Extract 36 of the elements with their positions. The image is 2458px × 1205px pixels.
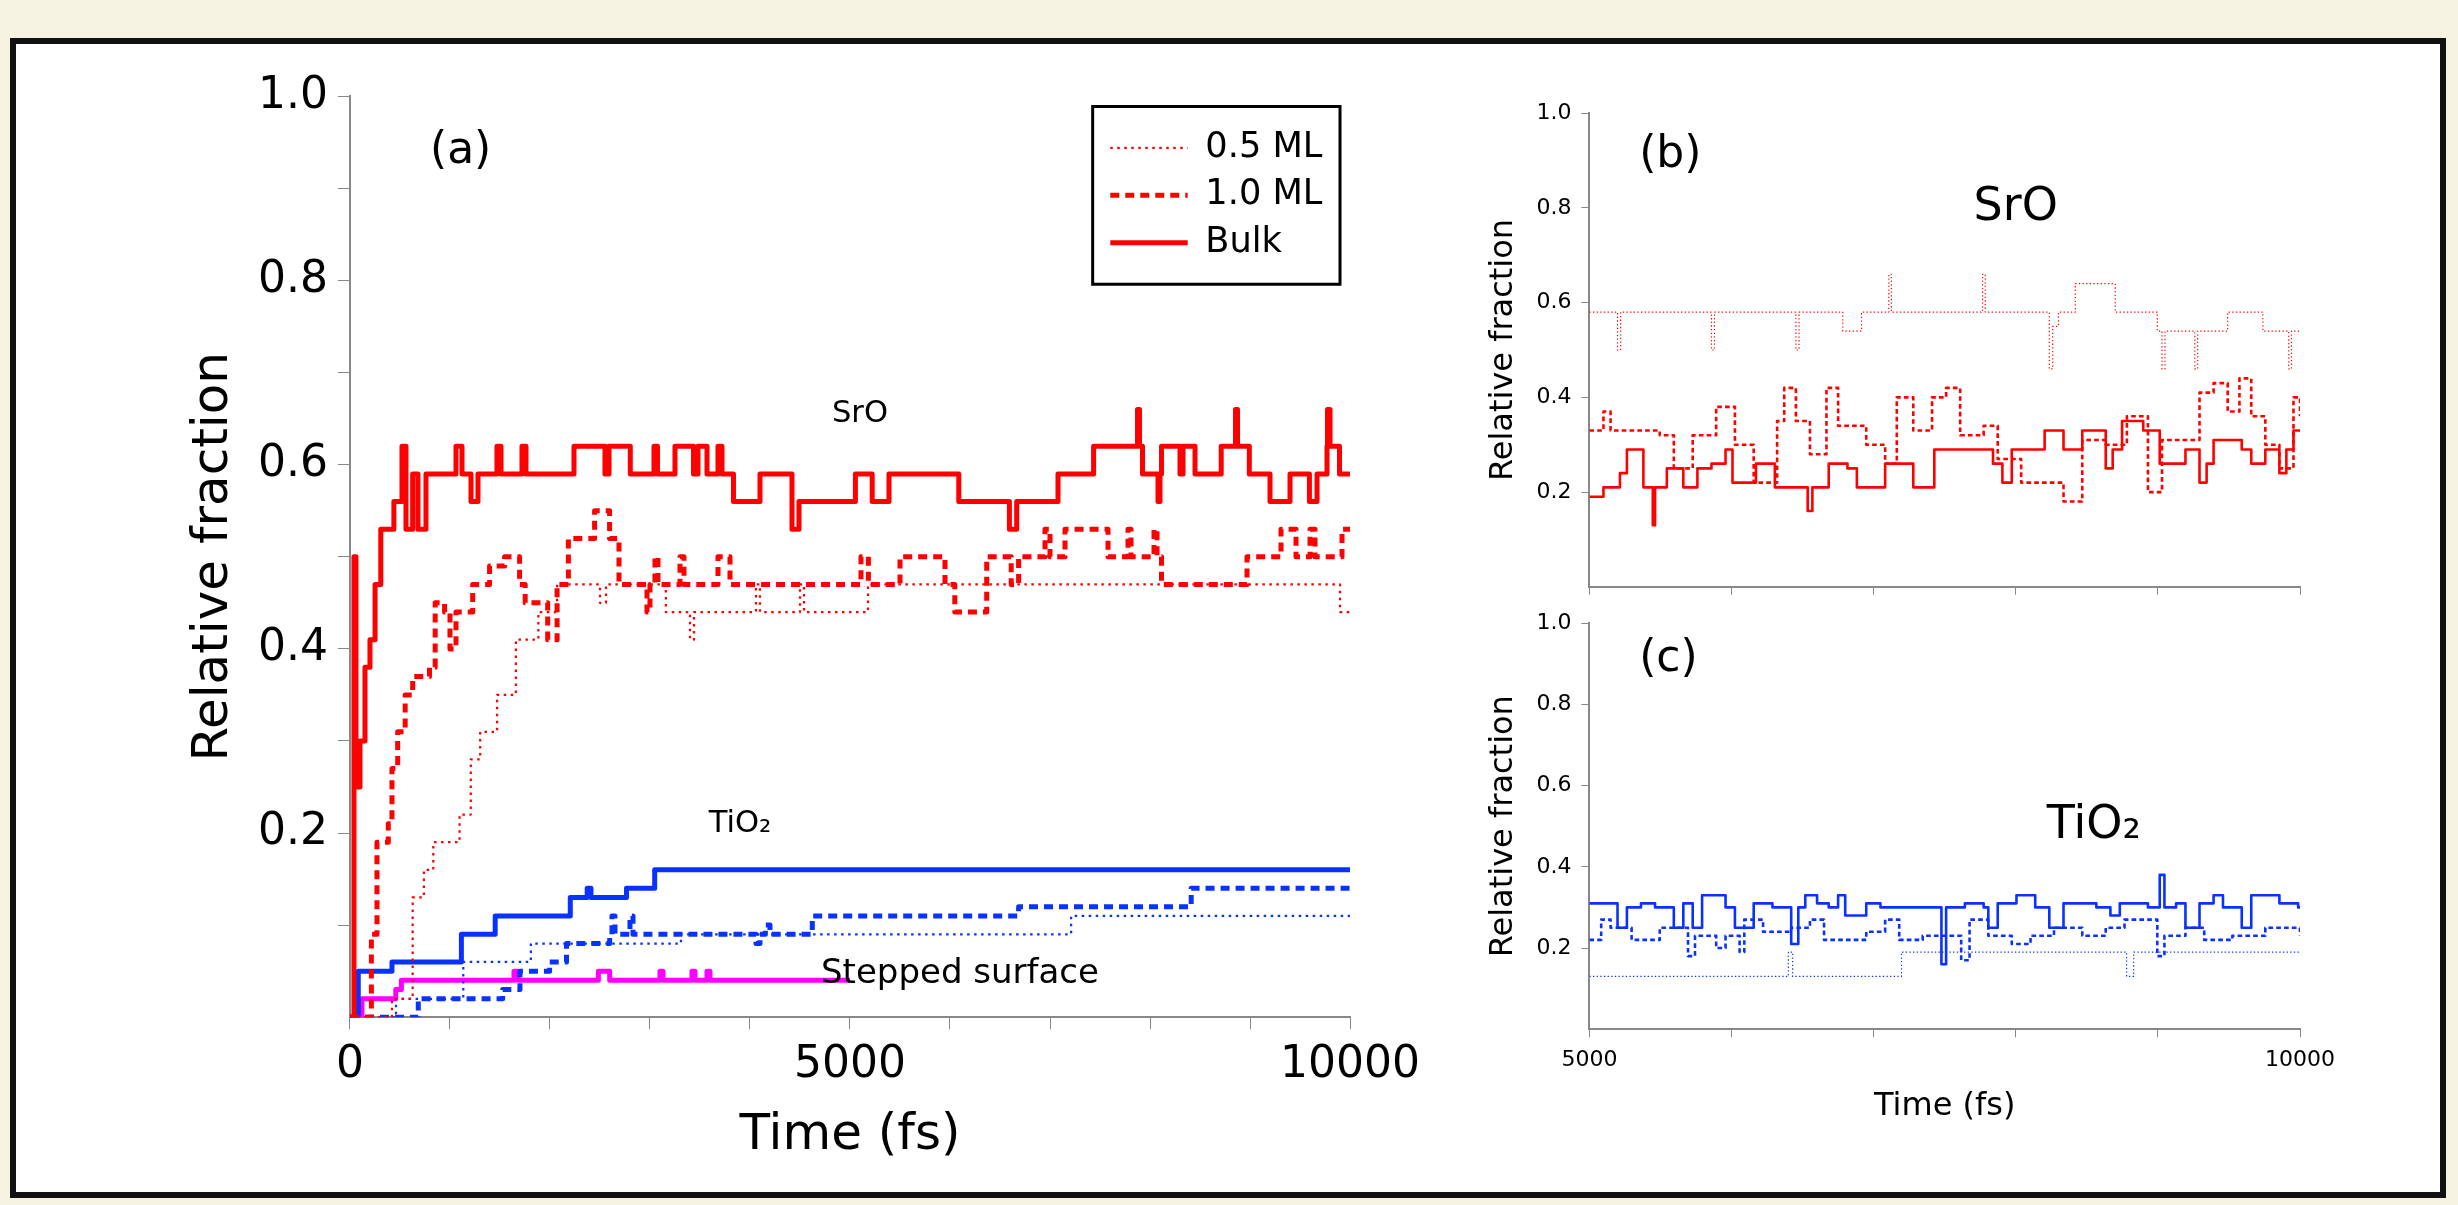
- x-tick-label: 5000: [1561, 1046, 1618, 1072]
- annotation: TiO₂: [2045, 795, 2141, 850]
- y-tick-label: 0.6: [1536, 771, 1572, 797]
- legend-label: 0.5 ML: [1205, 123, 1323, 165]
- y-tick-label: 0.4: [1536, 383, 1572, 409]
- y-tick-label: 0.2: [257, 803, 328, 855]
- legend-label: 1.0 ML: [1205, 171, 1323, 213]
- y-tick-label: 0.4: [257, 619, 328, 671]
- legend-label: Bulk: [1205, 218, 1283, 260]
- annotation: (b): [1639, 126, 1702, 178]
- y-tick-label: 0.8: [1536, 193, 1572, 219]
- y-tick-label: 0.4: [1536, 852, 1572, 878]
- y-axis-title: Relative fraction: [1481, 695, 1520, 958]
- y-tick-label: 1.0: [1536, 98, 1572, 124]
- x-tick-label: 0: [335, 1036, 364, 1088]
- y-tick-label: 0.2: [1536, 933, 1572, 959]
- y-tick-label: 0.8: [1536, 690, 1572, 716]
- y-tick-label: 0.8: [257, 251, 328, 302]
- annotation: (a): [429, 122, 492, 174]
- y-tick-label: 0.6: [257, 435, 328, 487]
- annotation: SrO: [831, 394, 889, 430]
- annotation: SrO: [1973, 176, 2058, 231]
- y-tick-label: 1.0: [1536, 608, 1572, 634]
- x-tick-label: 5000: [794, 1036, 906, 1088]
- x-axis-title: Time (fs): [738, 1102, 961, 1161]
- annotation: Stepped surface: [821, 950, 1099, 991]
- y-tick-label: 0.6: [1536, 288, 1572, 314]
- x-tick-label: 10000: [2265, 1046, 2335, 1072]
- y-axis-title: Relative fraction: [180, 352, 239, 762]
- x-tick-label: 10000: [1280, 1036, 1421, 1088]
- y-tick-label: 1.0: [257, 66, 328, 118]
- y-axis-title: Relative fraction: [1481, 218, 1520, 482]
- annotation: TiO₂: [707, 803, 772, 839]
- x-axis-title: Time (fs): [1873, 1085, 2016, 1124]
- y-tick-label: 0.2: [1536, 477, 1572, 503]
- annotation: (c): [1639, 630, 1698, 682]
